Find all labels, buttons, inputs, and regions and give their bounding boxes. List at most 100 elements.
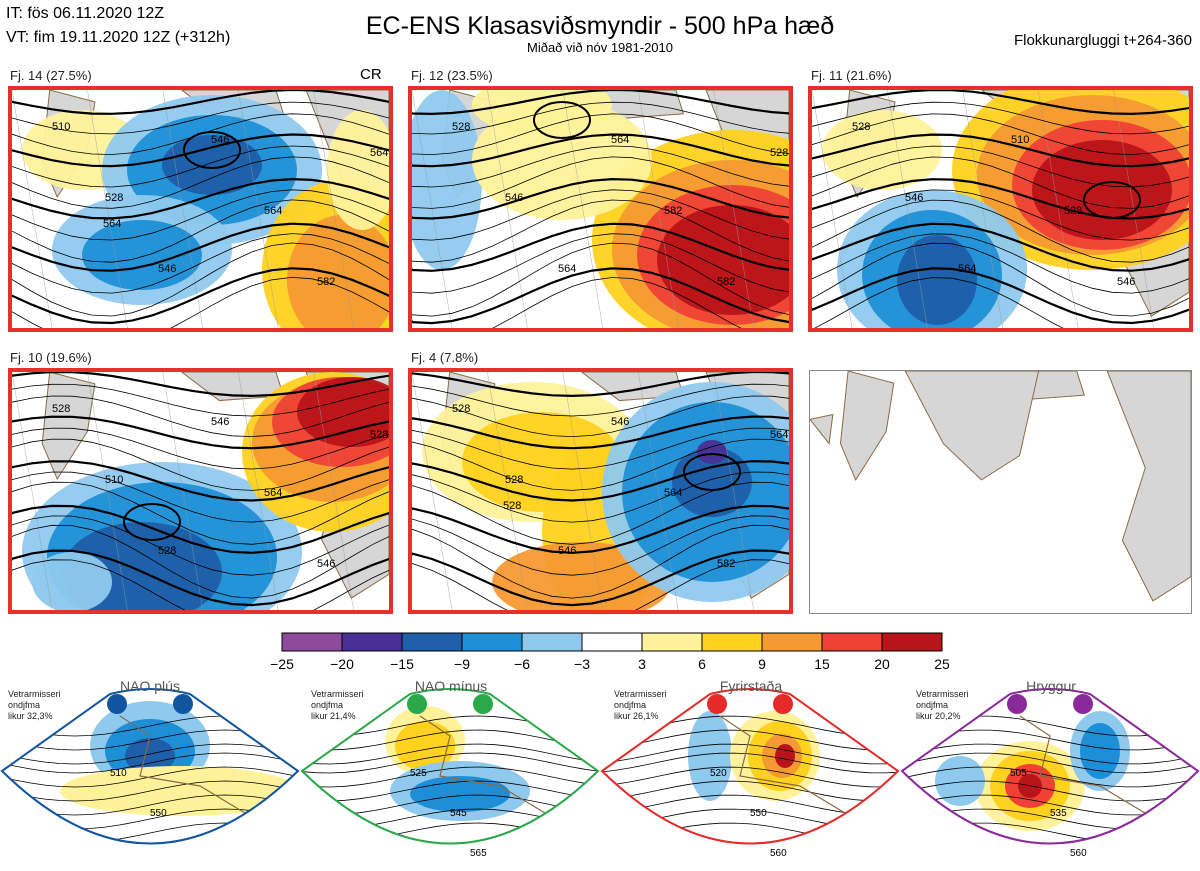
height-contour [412,524,789,599]
map-svg: 510 528 546 546 564 582 564 564 [12,90,389,328]
contour-label: 510 [52,121,70,133]
anomaly-field [125,738,175,774]
coastline [1019,715,1151,817]
contour-label: 565 [470,848,487,859]
height-contour [302,766,598,788]
grid-line [238,90,279,328]
grid-line [812,90,853,328]
height-contour [412,438,789,491]
panel-label-1: Fj. 14 (27.5%) [10,68,92,83]
panel-label-5: Fj. 4 (7.8%) [411,350,479,365]
height-contour [533,101,591,139]
map-svg: 528 546 564 564 582 582 528 [412,90,789,328]
colorbar-segment [641,632,703,652]
height-contour [492,277,742,328]
land-mass [839,371,895,481]
height-contour [412,145,789,188]
contour-label: 520 [710,768,727,779]
cluster-map-4: 528 510 528 546 564 546 528 [8,368,393,614]
height-contour [12,133,389,168]
panel-label-4: Fj. 10 (19.6%) [10,350,92,365]
cluster-map-2: 528 546 564 564 582 582 528 [408,86,793,332]
colorbar-segment [281,632,343,652]
height-contour [602,743,898,765]
regime-frame [0,688,300,845]
colorbar-segment [461,632,523,652]
contour-label: 510 [1011,134,1029,146]
empty-map [809,370,1192,614]
contour-label: 550 [150,808,167,819]
contour-label: 582 [717,558,735,570]
height-contour [412,199,789,263]
grid-line [562,90,603,328]
height-contour [412,233,789,294]
colorbar-segment [761,632,823,652]
height-contour [12,372,389,398]
contour-label: 528 [370,429,388,441]
colorbar-tick-label: 6 [698,656,706,672]
contour-label: 528 [503,500,521,512]
contour-label: 564 [958,263,976,275]
colorbar-tick-label: 25 [934,656,950,672]
height-contour [12,383,389,417]
contour-label: 535 [1050,808,1067,819]
anomaly-field [822,110,942,190]
cr-label: CR [360,66,382,83]
height-contour [1083,181,1141,219]
grid-line [713,372,754,610]
anomaly-field [1080,723,1120,779]
grid-line [87,90,128,328]
height-contour [12,524,389,599]
grid-line [313,372,354,610]
cluster-map-1: 510 528 546 546 564 582 564 564 [8,86,393,332]
regime-svg: 520 550 560 [600,688,900,859]
map-svg [810,371,1191,602]
clustering-window: Flokkunargluggi t+264-360 [1013,32,1192,49]
colorbar [281,632,943,652]
height-contour [812,233,1189,294]
contour-label: 546 [505,192,523,204]
height-contour [12,199,389,263]
contour-label: 546 [211,134,229,146]
anomaly-field [162,135,262,195]
height-contour [2,822,298,844]
height-contour [812,267,1189,325]
grid-line [562,372,603,610]
height-contour [12,90,389,115]
contour-label: 528 [452,403,470,415]
height-contour [812,242,1189,317]
regime-marker [407,694,427,714]
height-contour [12,177,389,220]
colorbar-tick-label: −15 [390,656,414,672]
anomaly-field [60,766,298,816]
anomaly-field [287,215,389,328]
regime-note-1: Vetrarmisseri ondjfma likur 32,3% [8,689,61,721]
height-contour [12,504,389,554]
contour-label: 582 [664,205,682,217]
grid-line [12,90,53,328]
regime-marker [773,694,793,714]
valid-time: VT: fim 19.11.2020 12Z (+312h) [6,29,231,46]
contour-label: 564 [664,487,682,499]
height-contour [12,222,389,272]
contour-label: 546 [558,545,576,557]
contour-label: 525 [410,768,427,779]
colorbar-tick-label: −6 [514,656,530,672]
colorbar-tick-label: 3 [638,656,646,672]
cluster-map-5: 528 528 546 546 564 582 564 528 [408,368,793,614]
regime-map-ridge: 505 535 560 [900,676,1200,871]
height-contour [812,90,1189,116]
grid-line [638,372,679,610]
regime-marker [173,694,193,714]
colorbar-segment [581,632,643,652]
height-contour [902,766,1198,788]
contour-label: 528 [452,121,470,133]
height-contour [12,267,389,325]
contour-label: 528 [52,403,70,415]
regime-marker [473,694,493,714]
contour-label: 560 [770,848,787,859]
regime-marker [1007,694,1027,714]
contour-label: 546 [611,416,629,428]
regime-svg: 525 545 565 [300,688,600,859]
grid-line [313,90,354,328]
